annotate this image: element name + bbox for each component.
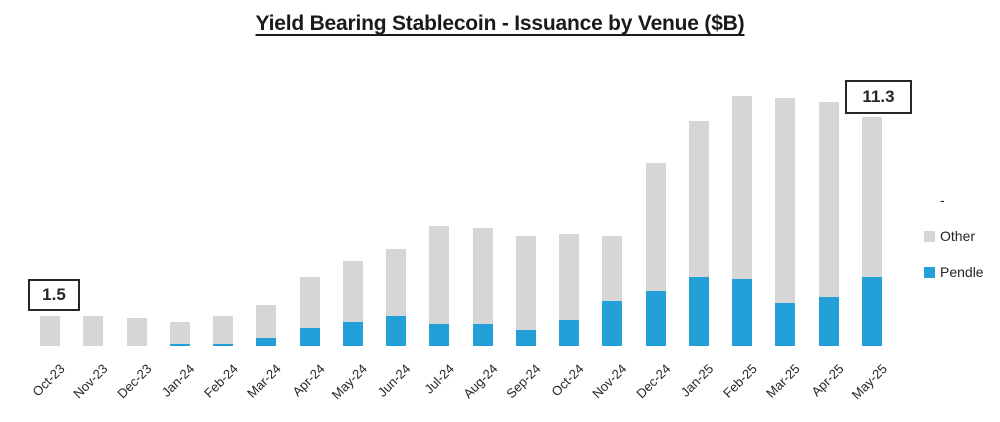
data-label-first-bar: 1.5 [28,279,80,311]
bar-segment-pendle [818,297,839,346]
data-label-first-value: 1.5 [42,285,66,304]
bar-segment-other [861,116,882,277]
bar-segment-other [40,315,60,346]
bar-segment-other [775,98,796,304]
bar-feb-25 [732,96,753,346]
bar-segment-pendle [472,323,493,346]
x-axis-label: Feb-24 [200,361,241,401]
bar-mar-25 [775,98,796,346]
bar-segment-pendle [515,329,536,346]
legend-item-pendle: Pendle [924,254,984,290]
bar-segment-pendle [861,276,882,346]
x-axis-label: Jan-24 [158,361,198,400]
bar-segment-pendle [559,319,580,346]
x-axis-label: Jul-24 [421,361,457,397]
bar-dec-23 [126,317,147,346]
bar-segment-pendle [386,315,407,346]
chart-title: Yield Bearing Stablecoin - Issuance by V… [255,12,745,35]
legend-item-unnamed: - [924,182,984,218]
bar-segment-other [688,120,709,277]
bar-oct-23 [40,315,60,346]
bar-jul-24 [429,226,450,346]
bar-segment-other [342,260,363,322]
x-axis-label: Jun-24 [374,361,414,400]
legend-label-pendle: Pendle [940,264,984,280]
bar-segment-other [126,317,147,346]
x-axis-label: Feb-25 [720,361,760,401]
bar-segment-pendle [645,291,666,346]
bar-aug-24 [472,228,493,346]
bar-segment-other [472,228,493,324]
bar-apr-24 [299,276,320,346]
bar-feb-24 [213,315,234,346]
bar-segment-other [818,102,839,298]
bar-segment-pendle [688,276,709,346]
bar-nov-23 [83,315,104,346]
bar-segment-other [645,163,666,292]
bar-sep-24 [515,236,536,346]
legend-item-other: Other [924,218,984,254]
bar-segment-other [732,96,753,280]
bar-segment-other [83,315,104,346]
x-axis-label: Dec-23 [113,361,155,402]
legend-label-other: Other [940,228,976,244]
x-axis-label: Nov-24 [589,361,630,402]
x-axis-label: Mar-24 [244,361,284,401]
x-axis-label: Apr-24 [288,361,328,400]
bar-segment-pendle [256,337,277,346]
x-axis-label: Apr-25 [808,361,847,400]
bar-segment-other [386,248,407,316]
x-axis-label: Dec-24 [632,361,674,402]
bar-jan-24 [169,321,190,346]
x-axis-label: Nov-23 [70,361,111,402]
legend: - Other Pendle [924,182,984,290]
x-axis-label: Aug-24 [459,361,501,402]
x-axis-label: Mar-25 [763,361,804,401]
bar-segment-pendle [169,343,190,346]
bar-segment-other [213,315,234,344]
bar-segment-other [256,305,277,338]
bar-segment-pendle [299,327,320,346]
bar-segment-other [559,234,580,320]
x-axis-label: May-24 [329,361,371,403]
plot-area [0,56,1000,346]
data-label-last-bar: 11.3 [845,80,912,114]
bar-may-24 [342,260,363,346]
bar-segment-pendle [602,301,623,346]
bar-segment-pendle [732,279,753,346]
bar-segment-other [169,321,190,344]
bar-jan-25 [688,120,709,346]
bar-mar-24 [256,305,277,346]
bar-segment-pendle [775,303,796,346]
bar-jun-24 [386,248,407,346]
x-axis-label: Oct-24 [548,361,587,400]
x-axis-label: Jan-25 [677,361,717,400]
bar-nov-24 [602,236,623,346]
bar-segment-other [515,236,536,330]
bar-dec-24 [645,163,666,346]
bar-segment-other [429,226,450,324]
bar-segment-other [299,276,320,328]
x-axis-label: Sep-24 [503,361,544,402]
x-axis-label: Oct-23 [29,361,68,400]
bar-segment-pendle [429,323,450,346]
bar-apr-25 [818,102,839,346]
bar-oct-24 [559,234,580,346]
legend-swatch-unnamed [924,195,935,206]
bar-segment-pendle [213,343,234,346]
bar-segment-pendle [342,321,363,346]
bar-segment-other [602,236,623,302]
legend-label-unnamed: - [940,192,945,208]
legend-swatch-pendle [924,266,935,278]
bar-may-25 [861,116,882,346]
x-axis-label: May-25 [848,361,890,403]
legend-swatch-other [924,230,935,242]
data-label-last-value: 11.3 [862,87,895,106]
